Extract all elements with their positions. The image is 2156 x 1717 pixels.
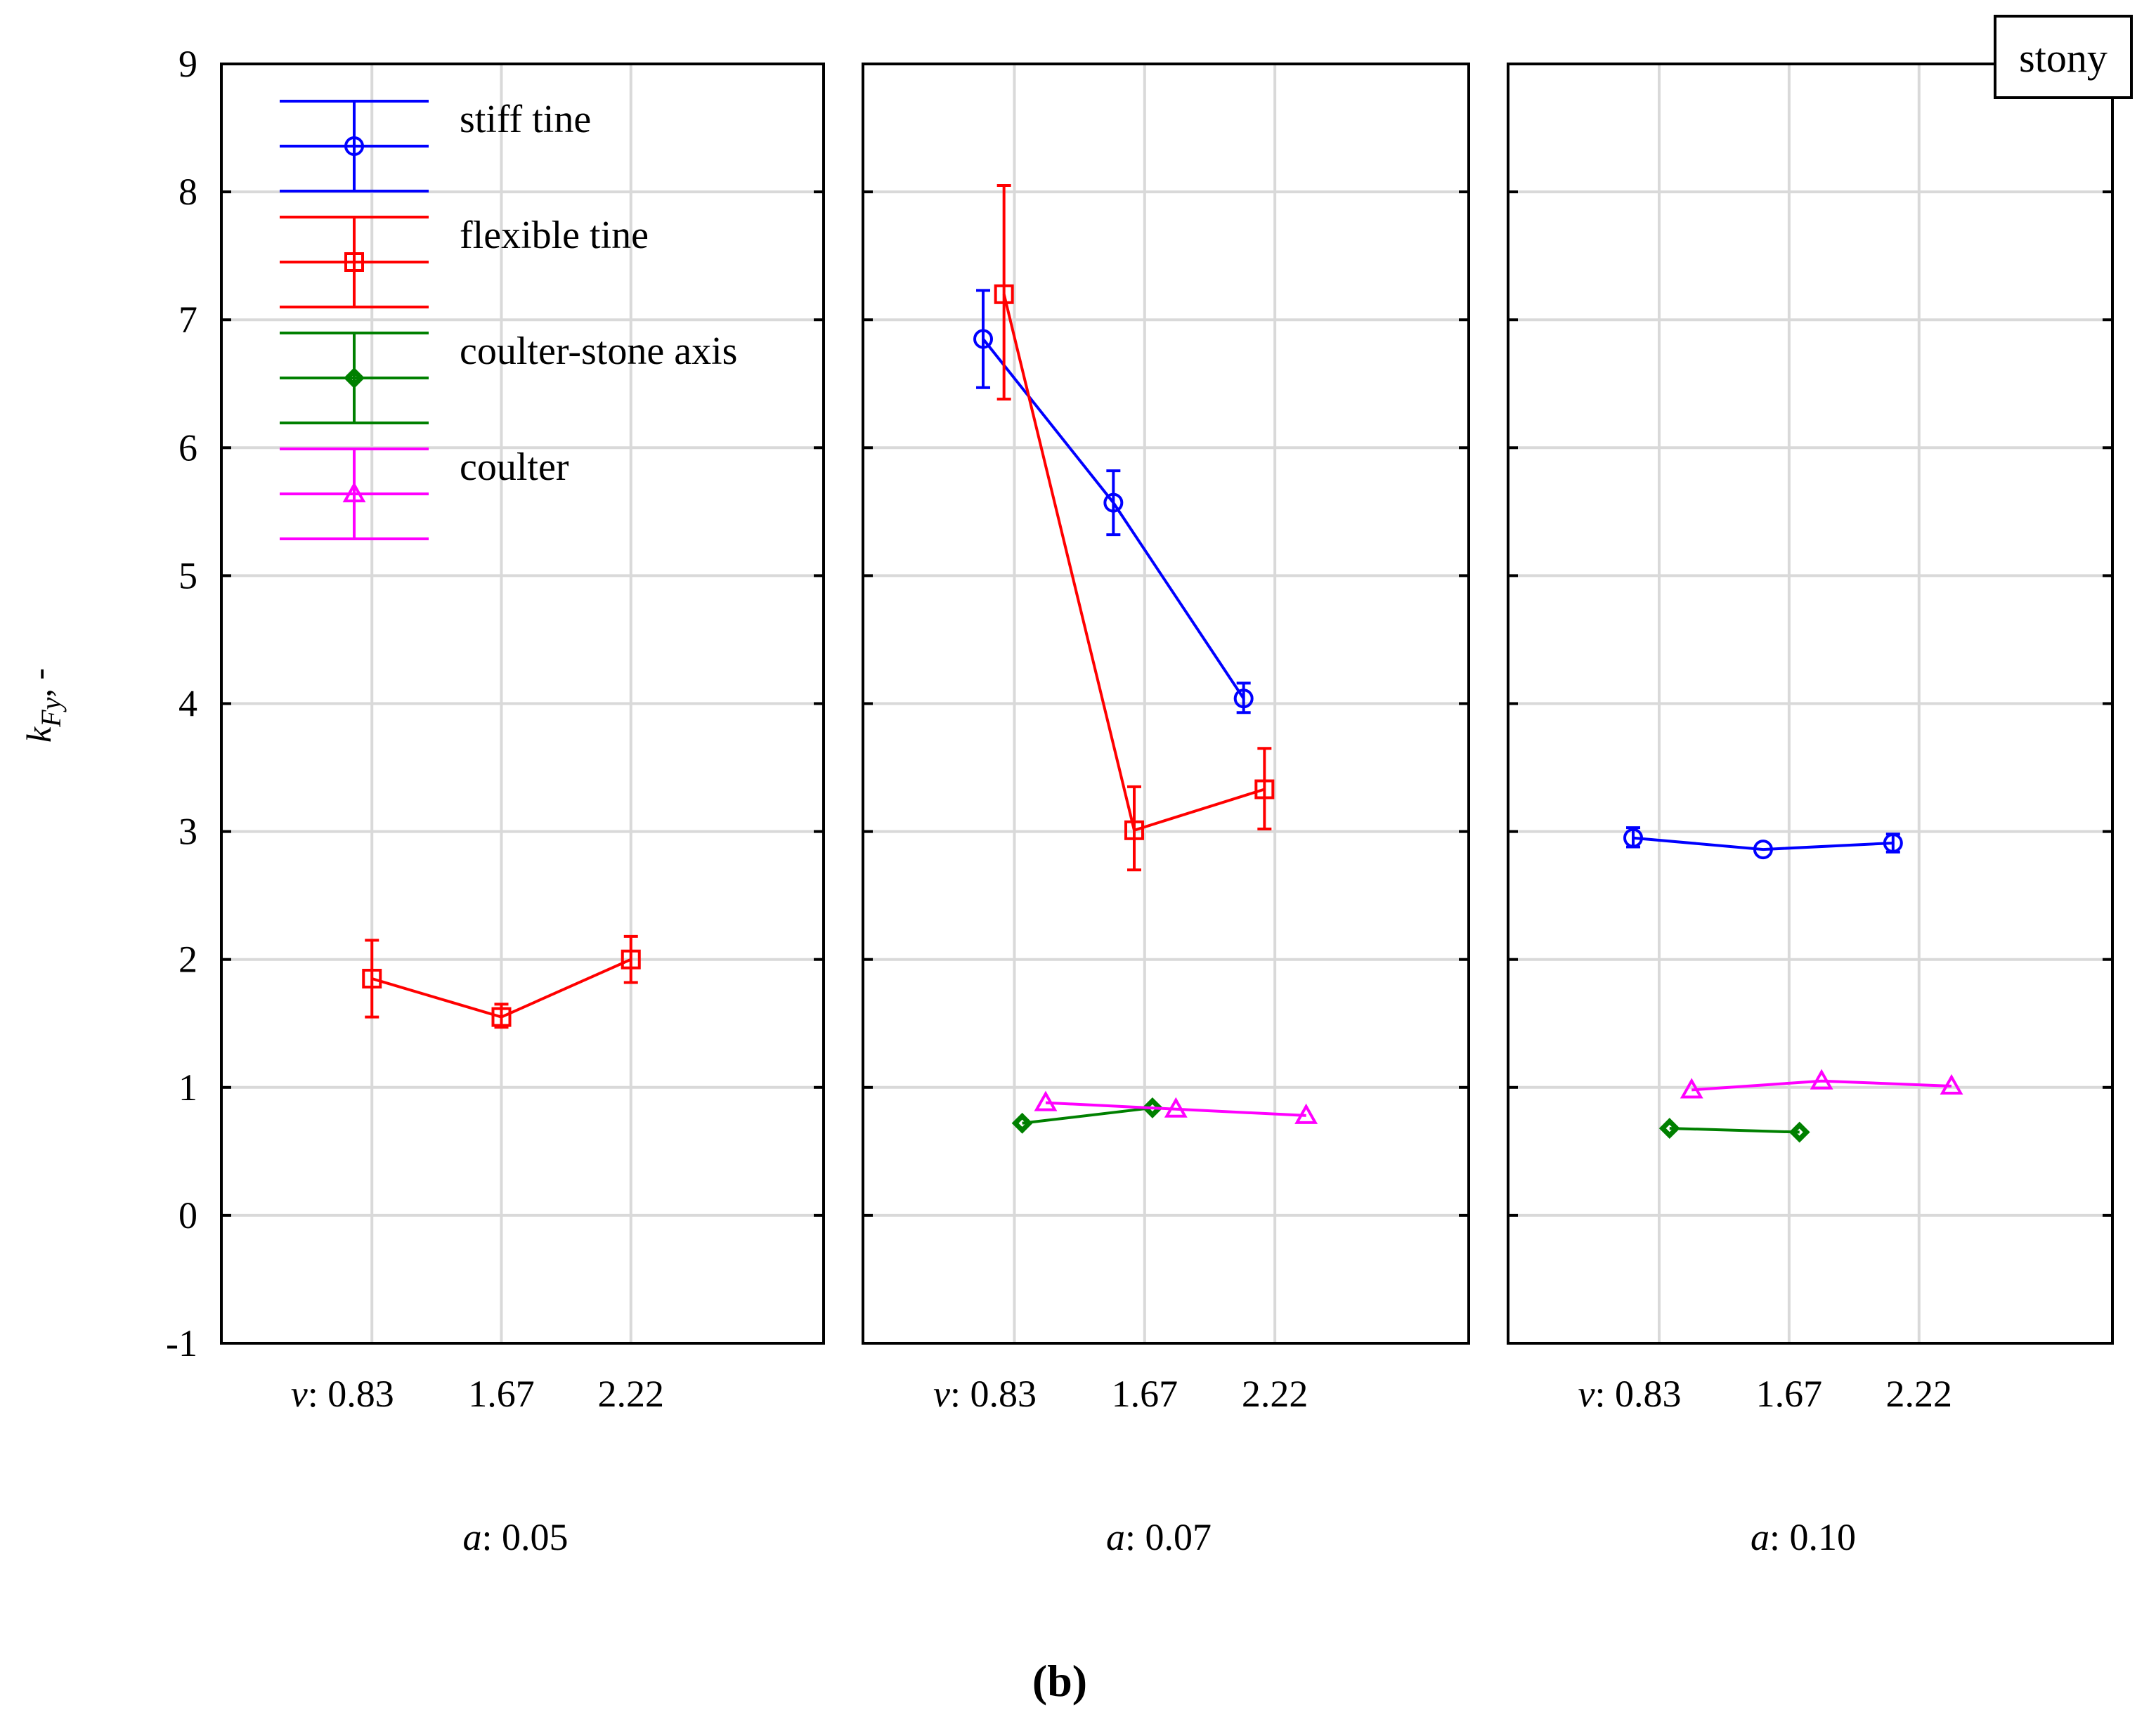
legend-marker-flexible [344, 252, 364, 272]
legend-label: coulter-stone axis [460, 329, 737, 373]
data-point-flexible [994, 284, 1014, 304]
legend-item-axis: coulter-stone axis [280, 329, 737, 424]
figure-caption: (b) [1032, 1656, 1087, 1706]
data-point-flexible [1124, 820, 1145, 840]
series-flexible [994, 183, 1275, 872]
panels: -1 0 1 2 3 4 5 6 7 8 9 v: 0.83 1.67 2.22 a: 0.05 v: 0.8… [166, 43, 2114, 1558]
data-point-stiff [973, 329, 994, 349]
data-point-stiff [1623, 828, 1644, 848]
y-tick-label: -1 [166, 1322, 197, 1364]
series-line-flexible [1002, 294, 1265, 833]
y-axis-label-main: k [19, 726, 58, 743]
error-bar [1257, 747, 1272, 830]
y-axis-label-subscript: Fy [35, 697, 67, 727]
series-coulter [1680, 1069, 1963, 1099]
x-tick-label: v: 0.83 [933, 1373, 1037, 1415]
panel-1: v: 0.83 1.67 2.22 a: 0.07 [862, 63, 1470, 1558]
data-point-stiff [1233, 688, 1254, 709]
x-tick-label: 1.67 [1756, 1373, 1823, 1415]
x-tick-label: 2.22 [1242, 1373, 1308, 1415]
series-stiff [1623, 826, 1903, 860]
y-tick-label: 4 [178, 683, 197, 725]
series-line-axis [1022, 1106, 1153, 1125]
data-point-stiff [1883, 833, 1903, 853]
data-point-flexible [491, 1007, 512, 1027]
panel-2: v: 0.83 1.67 2.22 a: 0.10 [1507, 63, 2114, 1558]
error-bar [1106, 469, 1121, 537]
y-tick-label: 0 [178, 1194, 197, 1236]
legend-marker-coulter [342, 481, 366, 502]
x-tick-label: 1.67 [1112, 1373, 1178, 1415]
data-point-axis [1788, 1121, 1810, 1143]
panel-0: -1 0 1 2 3 4 5 6 7 8 9 v: 0.83 1.67 2.22 a: 0.05 [166, 43, 825, 1558]
y-tick-label: 3 [178, 811, 197, 853]
svg-text:kFy, -: kFy, - [19, 668, 67, 743]
series-line-coulter [1691, 1079, 1952, 1092]
error-bar [623, 934, 638, 984]
y-tick-label: 2 [178, 939, 197, 981]
panel-label: a: 0.05 [462, 1516, 568, 1558]
error-bar [976, 289, 991, 389]
data-point-coulter [1164, 1097, 1188, 1118]
series-stiff [973, 289, 1254, 714]
y-axis-label: kFy, - [19, 668, 67, 743]
legend-label: coulter [460, 445, 569, 489]
x-tick-label: 2.22 [1886, 1373, 1953, 1415]
legend-marker-axis [344, 367, 365, 389]
data-point-flexible [362, 969, 382, 989]
panel-frame [862, 63, 1470, 1345]
data-point-stiff [1103, 492, 1124, 513]
x-tick-label: 1.67 [468, 1373, 535, 1415]
y-tick-label: 6 [178, 426, 197, 469]
legend-marker-stiff [344, 136, 364, 156]
y-tick-label: 9 [178, 43, 197, 85]
x-tick-label: v: 0.83 [1578, 1373, 1682, 1415]
data-point-coulter [1680, 1078, 1703, 1099]
y-tick-label: 8 [178, 171, 197, 213]
legend-label: stiff tine [460, 98, 591, 141]
y-axis-label-suffix: , - [19, 668, 58, 698]
data-point-flexible [1254, 779, 1275, 799]
legend-item-coulter: coulter [280, 445, 569, 540]
data-point-axis [1658, 1118, 1680, 1140]
legend-item-stiff: stiff tine [280, 98, 591, 192]
series-coulter [1034, 1090, 1318, 1124]
data-point-flexible [621, 949, 641, 970]
series-flexible [362, 934, 641, 1029]
error-bar [1127, 785, 1142, 872]
y-tick-label: 7 [178, 299, 197, 341]
panel-label: a: 0.07 [1106, 1516, 1212, 1558]
error-bar [996, 183, 1011, 401]
x-tick-label: v: 0.83 [291, 1373, 394, 1415]
series-axis [1658, 1118, 1810, 1143]
y-tick-label: 5 [178, 554, 197, 596]
series-line-axis [1669, 1127, 1800, 1134]
stony-badge-label: stony [2019, 35, 2108, 81]
series-line-coulter [1045, 1101, 1306, 1117]
series-line-stiff [1632, 836, 1893, 851]
data-point-axis [1011, 1112, 1033, 1134]
legend: stiff tine flexible tine coulter-stone axi… [280, 98, 737, 540]
data-point-coulter [1940, 1073, 1963, 1095]
y-tick-label: 1 [178, 1066, 197, 1109]
panel-frame [220, 63, 825, 1345]
panel-label: a: 0.10 [1751, 1516, 1856, 1558]
stony-badge: stony [1994, 15, 2133, 99]
legend-item-flexible: flexible tine [280, 214, 649, 308]
panel-frame [1507, 63, 2114, 1345]
data-point-coulter [1810, 1069, 1833, 1090]
series-axis [1011, 1097, 1163, 1134]
data-point-stiff [1753, 840, 1773, 860]
error-bar [365, 939, 379, 1019]
legend-label: flexible tine [460, 214, 649, 257]
data-point-coulter [1294, 1103, 1318, 1124]
data-point-coulter [1034, 1090, 1058, 1111]
data-point-axis [1142, 1097, 1163, 1118]
x-tick-label: 2.22 [598, 1373, 665, 1415]
